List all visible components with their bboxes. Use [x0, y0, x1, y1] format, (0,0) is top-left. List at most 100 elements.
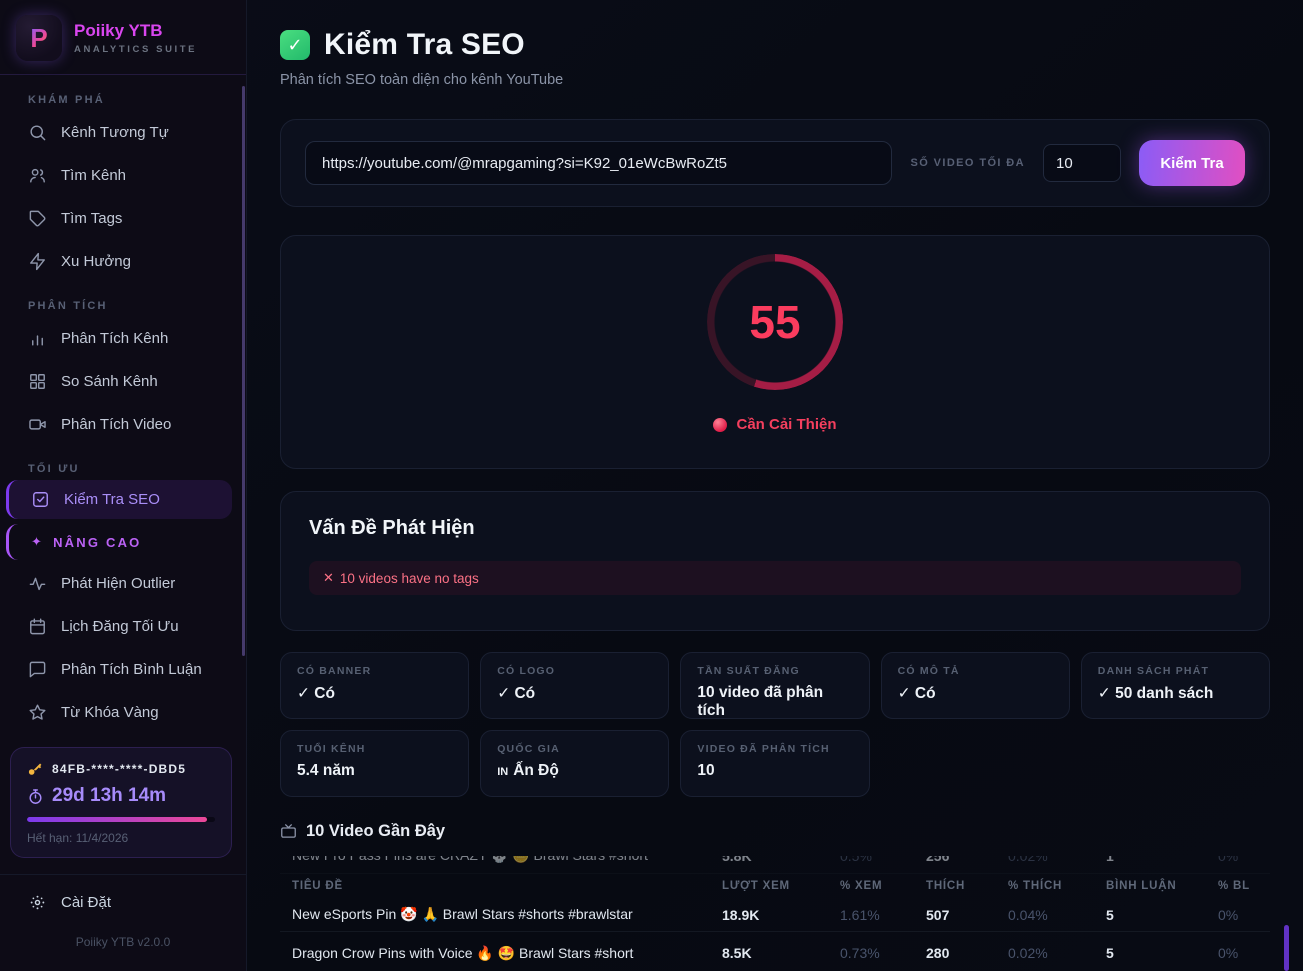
sidebar-item-tim-tags[interactable]: Tìm Tags: [0, 197, 246, 240]
stat-value: 10 video đã phân tích: [697, 684, 824, 719]
stat-card-upload-frequency: TẦN SUẤT ĐĂNG 10 video đã phân tích: [680, 652, 870, 719]
license-expiry: Hết hạn: 11/4/2026: [27, 831, 129, 845]
sidebar-item-phan-tich-video[interactable]: Phân Tích Video: [0, 403, 246, 446]
calendar-icon: [30, 618, 45, 635]
sidebar-item-label: Lịch Đăng Tối Ưu: [61, 618, 179, 635]
sidebar-item-tim-kenh[interactable]: Tìm Kênh: [0, 154, 246, 197]
nav-section-label: TỐI ƯU: [28, 463, 80, 475]
video-view-pct: 0.73%: [840, 945, 880, 961]
recent-videos-title: 10 Video Gần Đây: [306, 822, 446, 840]
sidebar-item-phan-tich-binh-luan[interactable]: Phân Tích Bình Luận: [0, 648, 246, 691]
score-ring: [707, 254, 843, 390]
sidebar-item-settings[interactable]: Cài Đặt: [0, 880, 246, 924]
video-row[interactable]: New eSports Pin 🤡 🙏 Brawl Stars #shorts …: [280, 898, 1270, 932]
sidebar-item-phan-tich-kenh[interactable]: Phân Tích Kênh: [0, 317, 246, 360]
column-header: TIÊU ĐỀ: [292, 880, 343, 892]
videos-table: New Pro Pass Pins are CRAZY 💀 🪙 Brawl St…: [280, 856, 1270, 967]
grid-icon: [30, 374, 45, 389]
license-time-remaining: 29d 13h 14m: [52, 785, 167, 806]
video-camera-icon: [29, 419, 46, 430]
sidebar-item-lich-dang-toi-uu[interactable]: Lịch Đăng Tối Ưu: [0, 605, 246, 648]
app-logo: P Poiiky YTB ANALYTICS SUITE: [0, 0, 246, 75]
issue-item: ✕ 10 videos have no tags: [309, 561, 1241, 595]
video-comments: 5: [1106, 906, 1114, 923]
sidebar-section-nang-cao[interactable]: ✦ NÂNG CAO: [6, 524, 232, 560]
column-header: % XEM: [840, 880, 883, 892]
app-subtitle: ANALYTICS SUITE: [74, 44, 198, 55]
seo-score-value: 55: [749, 296, 801, 348]
max-videos-label: SỐ VIDEO TỐI ĐA: [910, 157, 1025, 169]
check-square-icon: [33, 492, 48, 507]
sidebar-item-label: Kiểm Tra SEO: [64, 491, 160, 508]
check-seo-button[interactable]: Kiểm Tra: [1139, 140, 1245, 186]
video-comment-pct: 0%: [1218, 945, 1239, 961]
stat-card-banner: CÓ BANNER ✓ Có: [280, 652, 470, 719]
tv-icon: [281, 824, 296, 838]
app-title: Poiiky YTB: [74, 21, 163, 40]
column-header: BÌNH LUẬN: [1106, 880, 1177, 892]
video-likes: 256: [926, 856, 1008, 864]
stat-card-country: QUỐC GIA IN Ấn Độ: [480, 730, 670, 797]
stat-value: Ấn Độ: [513, 762, 559, 779]
video-title: New eSports Pin 🤡 🙏 Brawl Stars #shorts …: [292, 906, 633, 922]
video-title: New Pro Pass Pins are CRAZY 💀 🪙 Brawl St…: [292, 856, 722, 864]
video-view-pct: 0.5%: [840, 856, 926, 864]
video-comments: 5: [1106, 945, 1114, 961]
column-header: LƯỢT XEM: [722, 880, 790, 892]
sidebar-item-kiem-tra-seo[interactable]: Kiểm Tra SEO: [6, 480, 232, 519]
sparkle-icon: ✦: [31, 534, 45, 549]
stat-label: DANH SÁCH PHÁT: [1097, 665, 1210, 677]
tag-icon: [29, 210, 46, 227]
seo-search-panel: SỐ VIDEO TỐI ĐA Kiểm Tra: [280, 119, 1270, 207]
stat-label: CÓ LOGO: [497, 665, 556, 677]
sidebar-item-kenh-tuong-tu[interactable]: Kênh Tương Tự: [0, 111, 246, 154]
sidebar-item-tu-khoa-vang[interactable]: Từ Khóa Vàng: [0, 691, 246, 734]
video-views: 8.5K: [722, 945, 752, 961]
stat-label: TẦN SUẤT ĐĂNG: [697, 665, 800, 677]
sidebar-item-so-sanh-kenh[interactable]: So Sánh Kênh: [0, 360, 246, 403]
video-views: 5.8K: [722, 856, 840, 864]
stat-card-videos-analyzed: VIDEO ĐÃ PHÂN TÍCH 10: [680, 730, 870, 797]
stat-label: TUỔI KÊNH: [297, 743, 366, 755]
stopwatch-icon: [29, 788, 42, 804]
country-flag-icon: IN: [497, 766, 509, 778]
stat-card-logo: CÓ LOGO ✓ Có: [480, 652, 670, 719]
score-status-label: Cần Cải Thiện: [736, 416, 837, 433]
sidebar-divider: [0, 874, 246, 875]
message-icon: [29, 661, 46, 678]
sidebar-scrollbar[interactable]: [242, 86, 245, 656]
sidebar-item-label: Xu Hưởng: [61, 253, 131, 270]
gear-icon: [30, 895, 45, 909]
video-view-pct: 1.61%: [840, 906, 880, 923]
activity-icon: [29, 577, 46, 591]
nav-section-label: PHÂN TÍCH: [28, 300, 108, 312]
seo-score-panel: 55 Cần Cải Thiện: [280, 235, 1270, 469]
sidebar-item-label: Tìm Kênh: [61, 167, 127, 184]
app-version: Poiiky YTB v2.0.0: [75, 935, 171, 949]
zap-icon: [30, 252, 45, 271]
stat-value: ✓ 50 danh sách: [1097, 685, 1214, 702]
video-like-pct: 0.04%: [1008, 906, 1048, 923]
sidebar-item-label: Phân Tích Video: [61, 416, 172, 433]
stat-label: CÓ MÔ TẢ: [897, 665, 960, 677]
stat-value: ✓ Có: [897, 685, 936, 702]
sidebar-item-xu-huong[interactable]: Xu Hưởng: [0, 240, 246, 283]
video-row[interactable]: New Pro Pass Pins are CRAZY 💀 🪙 Brawl St…: [280, 856, 1270, 874]
column-header: % BL: [1218, 880, 1250, 892]
stat-label: CÓ BANNER: [297, 665, 372, 677]
logo-monogram: P: [30, 22, 48, 53]
sidebar-item-phat-hien-outlier[interactable]: Phát Hiện Outlier: [0, 562, 246, 605]
video-title: Dragon Crow Pins with Voice 🔥 🤩 Brawl St…: [292, 944, 634, 961]
video-comment-pct: 0%: [1218, 856, 1270, 864]
video-row[interactable]: Dragon Crow Pins with Voice 🔥 🤩 Brawl St…: [280, 932, 1270, 967]
stat-card-playlists: DANH SÁCH PHÁT ✓ 50 danh sách: [1080, 652, 1270, 719]
sidebar-nav: KHÁM PHÁ Kênh Tương Tự Tìm Kênh Tìm Tags…: [0, 75, 246, 734]
main-scrollbar[interactable]: [1284, 925, 1289, 971]
channel-url-input[interactable]: [305, 141, 893, 185]
stats-grid: CÓ BANNER ✓ Có CÓ LOGO ✓ Có TẦN SUẤT ĐĂN…: [280, 652, 1270, 797]
max-videos-input[interactable]: [1043, 144, 1121, 182]
sidebar-item-label: Kênh Tương Tự: [61, 124, 169, 141]
sidebar-item-label: Từ Khóa Vàng: [61, 704, 159, 721]
logo-icon: P: [16, 15, 62, 61]
